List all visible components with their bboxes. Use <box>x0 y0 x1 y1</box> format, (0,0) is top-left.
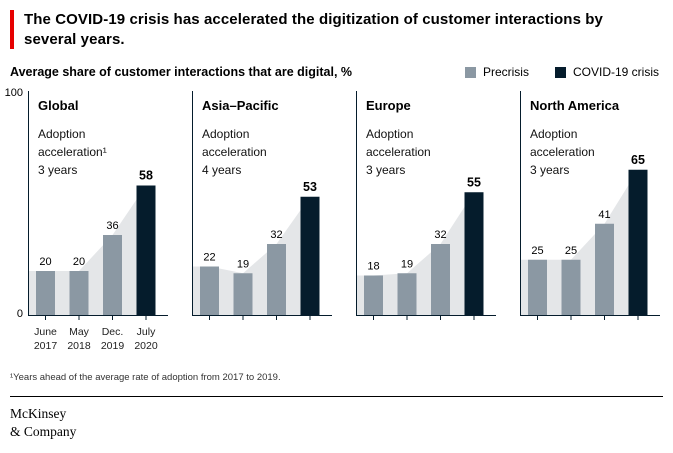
panel-title: Global <box>38 98 79 113</box>
chart-area: 100 0 20 20 36 58 Global Adoption acceleration… <box>5 87 661 356</box>
precrisis-bar <box>528 259 547 316</box>
precrisis-swatch <box>464 66 476 78</box>
bar-value-label: 25 <box>565 245 577 257</box>
covid-swatch <box>554 66 566 78</box>
panel-title: North America <box>530 98 620 113</box>
precrisis-bar <box>267 244 286 316</box>
bar-value-label: 19 <box>237 258 249 270</box>
bar-value-label: 22 <box>203 252 215 264</box>
bar-value-label: 58 <box>139 169 153 183</box>
accel-line: acceleration <box>366 145 431 159</box>
precrisis-bar <box>595 223 614 316</box>
covid-bar <box>464 192 484 316</box>
x-tick-label: May 2018 <box>67 326 91 352</box>
panel-plot: 22 19 32 53 <box>192 91 332 320</box>
bar-value-label: 18 <box>367 261 379 273</box>
x-tick-label: June 2017 <box>33 326 58 352</box>
bar-value-label: 55 <box>467 175 481 189</box>
x-axis-labels <box>192 326 332 356</box>
accel-line: 3 years <box>530 163 570 177</box>
logo-line-1: McKinsey <box>10 406 67 421</box>
y-axis-min-label: 0 <box>16 308 23 320</box>
bar-value-label: 53 <box>303 180 317 194</box>
accel-line: 3 years <box>38 163 78 177</box>
y-axis-max-label: 100 <box>4 87 23 99</box>
subtitle-row: Average share of customer interactions t… <box>0 49 673 79</box>
chart-panel-asia-pacific: 22 19 32 53 Asia–Pacific Adoption acceleration… <box>192 91 332 356</box>
y-axis: 100 0 <box>5 87 28 321</box>
header: The COVID-19 crisis has accelerated the … <box>0 0 673 49</box>
x-tick-label: July 2020 <box>134 326 158 352</box>
x-axis-labels <box>356 326 496 356</box>
legend: Precrisis COVID-19 crisis <box>464 65 659 79</box>
mckinsey-logo: McKinsey & Company <box>10 405 673 440</box>
panel-plot: 20 20 36 58 <box>28 91 168 320</box>
accel-line: acceleration¹ <box>38 145 107 159</box>
bar-value-label: 20 <box>73 256 85 268</box>
panel-plot: 25 25 41 65 <box>520 91 660 320</box>
accel-line: acceleration <box>202 145 267 159</box>
trend-area <box>28 185 156 316</box>
adoption-acceleration-label: Adoption acceleration 4 years <box>202 125 279 179</box>
legend-item-precrisis: Precrisis <box>464 65 529 79</box>
panel-header: Asia–Pacific Adoption acceleration 4 years <box>202 98 279 179</box>
trend-area <box>520 169 648 316</box>
bar-value-label: 25 <box>531 245 543 257</box>
footnote: ¹Years ahead of the average rate of adop… <box>10 372 281 383</box>
panel-header: Europe Adoption acceleration 3 years <box>366 98 431 179</box>
trend-area <box>192 196 320 316</box>
bar-value-label: 41 <box>598 209 610 221</box>
accel-line: acceleration <box>530 145 595 159</box>
accel-line: Adoption <box>366 127 414 141</box>
chart-panels: 20 20 36 58 Global Adoption acceleration¹ 3 yea… <box>28 91 661 356</box>
chart-subtitle: Average share of customer interactions t… <box>10 65 352 79</box>
legend-label: COVID-19 crisis <box>572 65 659 79</box>
precrisis-bar <box>431 244 450 316</box>
accel-line: Adoption <box>530 127 578 141</box>
precrisis-bar <box>397 273 417 316</box>
adoption-acceleration-label: Adoption acceleration 3 years <box>530 125 619 179</box>
panel-header: Global Adoption acceleration¹ 3 years <box>38 98 107 179</box>
precrisis-bar <box>233 273 253 316</box>
covid-bar <box>300 196 320 316</box>
bar-value-label: 19 <box>401 258 413 270</box>
precrisis-bar <box>561 259 581 316</box>
precrisis-bar <box>103 235 122 316</box>
logo-line-2: & Company <box>10 423 77 439</box>
panel-header: North America Adoption acceleration 3 years <box>530 98 619 179</box>
bar-value-label: 20 <box>39 256 51 268</box>
accel-line: Adoption <box>202 127 250 141</box>
x-tick-label: Dec. 2019 <box>100 326 125 352</box>
precrisis-bar <box>36 271 55 316</box>
panel-title: Europe <box>366 98 411 113</box>
chart-panel-north-america: 25 25 41 65 North America Adoption acceleratio… <box>520 91 660 356</box>
panel-title: Asia–Pacific <box>202 98 279 113</box>
bar-value-label: 65 <box>631 153 645 167</box>
trend-area <box>356 192 484 316</box>
legend-item-covid: COVID-19 crisis <box>554 65 659 79</box>
precrisis-bar <box>200 266 219 316</box>
bar-value-label: 32 <box>270 229 282 241</box>
accel-line: Adoption <box>38 127 86 141</box>
adoption-acceleration-label: Adoption acceleration 3 years <box>366 125 431 179</box>
accel-line: 3 years <box>366 163 406 177</box>
chart-panel-europe: 18 19 32 55 Europe Adoption acceleration 3 year… <box>356 91 496 356</box>
x-axis-labels <box>520 326 660 356</box>
precrisis-bar <box>364 275 383 316</box>
page-title: The COVID-19 crisis has accelerated the … <box>24 11 603 48</box>
accent-bar <box>10 10 14 49</box>
chart-panel-global: 20 20 36 58 Global Adoption acceleration¹ 3 yea… <box>28 91 168 356</box>
bar-value-label: 32 <box>434 229 446 241</box>
precrisis-bar <box>69 271 89 316</box>
accel-line: 4 years <box>202 163 242 177</box>
legend-label: Precrisis <box>482 65 529 79</box>
adoption-acceleration-label: Adoption acceleration¹ 3 years <box>38 125 107 179</box>
x-axis-labels: June 2017 May 2018 Dec. 2019 July 2020 <box>28 326 168 356</box>
covid-bar <box>136 185 156 316</box>
divider <box>10 396 663 397</box>
panel-plot: 18 19 32 55 <box>356 91 496 320</box>
bar-value-label: 36 <box>106 220 118 232</box>
covid-bar <box>628 169 648 316</box>
